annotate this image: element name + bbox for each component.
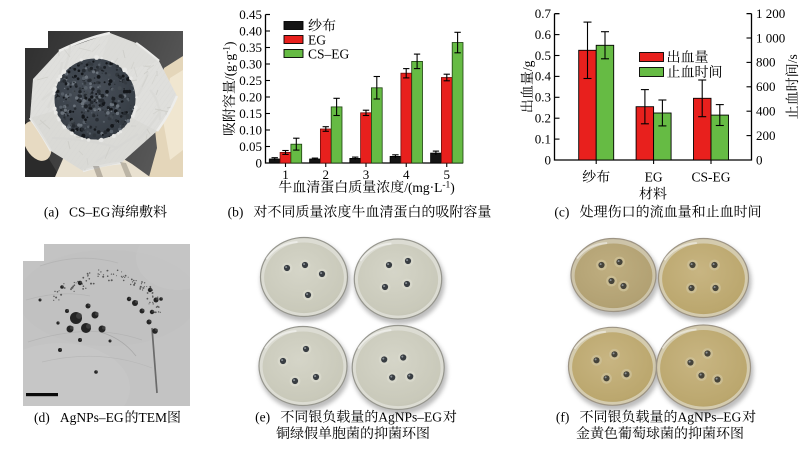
svg-text:2: 2 bbox=[323, 167, 330, 182]
svg-text:(a): (a) bbox=[44, 205, 59, 220]
svg-text:200: 200 bbox=[756, 128, 776, 143]
svg-text:4: 4 bbox=[403, 167, 410, 182]
svg-text:CS–EG: CS–EG bbox=[69, 205, 111, 220]
svg-text:(e): (e) bbox=[255, 410, 270, 425]
svg-text:1: 1 bbox=[282, 167, 289, 182]
svg-text:0.6: 0.6 bbox=[535, 27, 552, 42]
svg-text:600: 600 bbox=[756, 79, 776, 94]
svg-text:0.40: 0.40 bbox=[239, 23, 262, 38]
svg-text:0.1: 0.1 bbox=[535, 131, 551, 146]
svg-text:0.4: 0.4 bbox=[535, 69, 552, 84]
svg-text:0.45: 0.45 bbox=[239, 7, 262, 22]
svg-text:/(mg·L: /(mg·L bbox=[404, 180, 442, 195]
svg-text:AgNPs–EG: AgNPs–EG bbox=[60, 410, 124, 425]
svg-text:0.20: 0.20 bbox=[239, 89, 262, 104]
svg-text:0.3: 0.3 bbox=[535, 90, 551, 105]
svg-text:(b): (b) bbox=[228, 205, 244, 220]
svg-text:AgNPs–EG: AgNPs–EG bbox=[378, 410, 442, 425]
svg-text:/g: /g bbox=[520, 60, 535, 71]
svg-text:0.2: 0.2 bbox=[535, 111, 551, 126]
svg-text:0.05: 0.05 bbox=[239, 139, 262, 154]
svg-text:0: 0 bbox=[756, 152, 763, 167]
svg-text:5: 5 bbox=[444, 167, 451, 182]
svg-text:0.30: 0.30 bbox=[239, 56, 262, 71]
svg-text:(d): (d) bbox=[34, 410, 50, 425]
svg-text:0.10: 0.10 bbox=[239, 122, 262, 137]
svg-text:0.35: 0.35 bbox=[239, 40, 262, 55]
svg-text:-1: -1 bbox=[223, 46, 233, 54]
svg-text:1 200: 1 200 bbox=[756, 6, 785, 21]
svg-text:400: 400 bbox=[756, 104, 776, 119]
svg-text:/(g·g: /(g·g bbox=[222, 54, 237, 80]
svg-text:0.5: 0.5 bbox=[535, 48, 551, 63]
svg-text:0: 0 bbox=[256, 155, 263, 170]
svg-text:0.15: 0.15 bbox=[239, 106, 262, 121]
svg-text:0: 0 bbox=[545, 152, 552, 167]
svg-text:AgNPs–EG: AgNPs–EG bbox=[678, 410, 742, 425]
svg-text:CS–EG: CS–EG bbox=[308, 46, 350, 61]
svg-text:(c): (c) bbox=[554, 205, 569, 220]
svg-text:-1: -1 bbox=[442, 180, 450, 190]
svg-text:TEM: TEM bbox=[139, 410, 168, 425]
svg-text:(f): (f) bbox=[556, 410, 570, 425]
svg-text:1 000: 1 000 bbox=[756, 30, 785, 45]
svg-text:EG: EG bbox=[645, 170, 663, 185]
svg-text:800: 800 bbox=[756, 55, 776, 70]
svg-text:): ) bbox=[222, 41, 237, 46]
svg-text:CS-EG: CS-EG bbox=[692, 170, 731, 185]
svg-text:EG: EG bbox=[308, 32, 326, 47]
svg-text:0.25: 0.25 bbox=[239, 73, 262, 88]
svg-text:/s: /s bbox=[785, 54, 800, 63]
svg-text:3: 3 bbox=[363, 167, 370, 182]
svg-text:0.7: 0.7 bbox=[535, 6, 552, 21]
svg-text:): ) bbox=[450, 180, 455, 195]
